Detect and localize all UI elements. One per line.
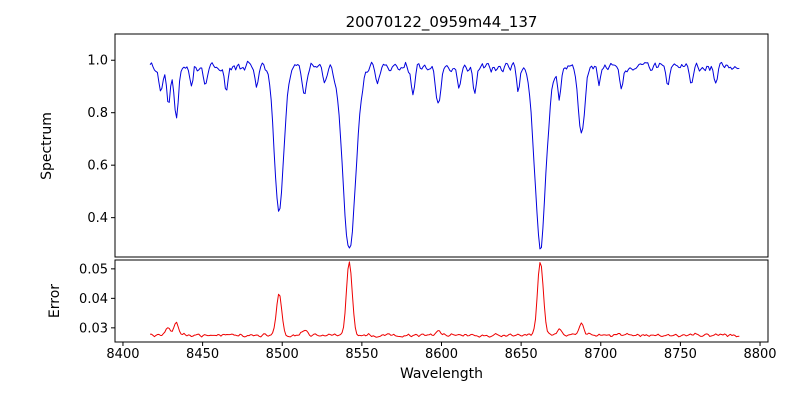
y-tick-label: 0.04 [79, 292, 108, 307]
error-y-ticks: 0.03 0.04 0.05 [79, 262, 115, 336]
spectrum-y-ticks: 0.4 0.6 0.8 1.0 [87, 54, 115, 226]
error-axes-box [114, 259, 769, 343]
spectrum-axes-box [114, 33, 769, 258]
y-tick-label: 0.4 [87, 211, 108, 226]
x-axis-label: Wavelength [399, 366, 484, 382]
y-tick-label: 0.03 [79, 321, 108, 336]
spectrum-series [149, 60, 740, 250]
x-tick-label: 8800 [743, 347, 776, 362]
x-tick-label: 8550 [345, 347, 378, 362]
x-tick-label: 8500 [266, 347, 299, 362]
x-tick-label: 8650 [505, 347, 538, 362]
x-tick-label: 8600 [425, 347, 458, 362]
y-tick-label: 0.05 [79, 262, 108, 277]
x-axis-ticks: 8400 8450 8500 8550 8600 8650 8700 8750 8800 [106, 342, 777, 362]
error-series [150, 261, 740, 338]
y-tick-label: 0.8 [87, 106, 108, 121]
y-tick-label: 0.6 [87, 159, 108, 174]
x-tick-label: 8450 [186, 347, 219, 362]
x-tick-label: 8700 [584, 347, 617, 362]
x-tick-label: 8400 [106, 347, 139, 362]
y-tick-label: 1.0 [87, 54, 108, 69]
x-tick-label: 8750 [664, 347, 697, 362]
chart-title: 20070122_0959m44_137 [345, 13, 538, 31]
